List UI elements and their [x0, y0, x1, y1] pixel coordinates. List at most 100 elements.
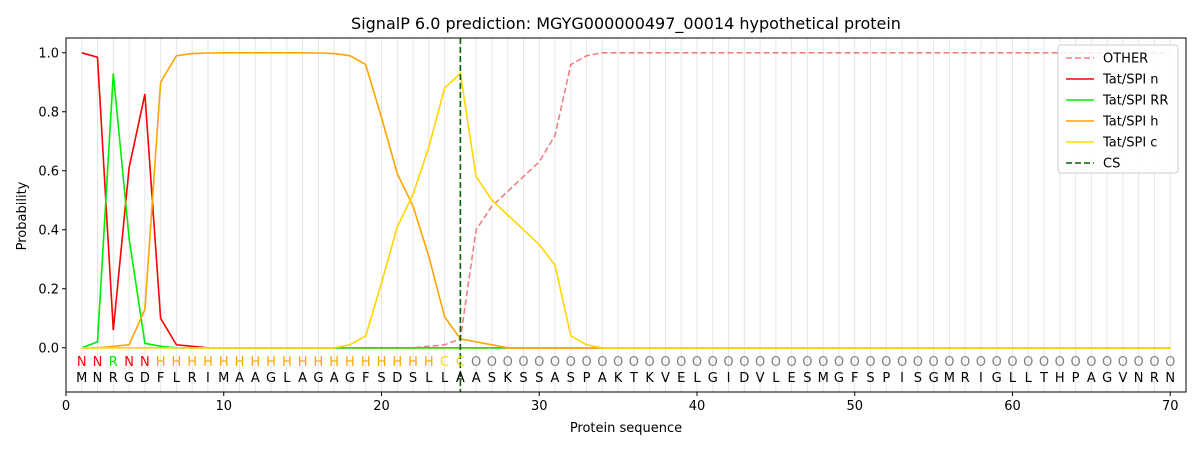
predicted-label: O [566, 355, 576, 370]
sequence-residue: R [188, 371, 197, 386]
y-tick-label: 0.6 [38, 164, 59, 179]
legend-entry-label: OTHER [1103, 52, 1148, 67]
sequence-residue: G [708, 371, 718, 386]
sequence-residue: E [788, 371, 796, 386]
predicted-label: O [897, 355, 907, 370]
y-tick-label: 0.8 [38, 105, 59, 120]
predicted-label: H [187, 355, 197, 370]
predicted-label: O [1165, 355, 1175, 370]
predicted-label: O [802, 355, 812, 370]
x-tick-label: 0 [62, 399, 70, 414]
predicted-label: O [550, 355, 560, 370]
predicted-label: O [960, 355, 970, 370]
sequence-residue: S [914, 371, 922, 386]
predicted-label: O [787, 355, 797, 370]
predicted-label: O [850, 355, 860, 370]
predicted-label: O [487, 355, 497, 370]
predicted-label: O [1055, 355, 1065, 370]
x-tick-label: 60 [1004, 399, 1021, 414]
x-tick-label: 10 [215, 399, 232, 414]
x-tick-label: 20 [373, 399, 390, 414]
legend-box [1057, 44, 1179, 174]
sequence-residue: L [693, 371, 701, 386]
predicted-label: O [771, 355, 781, 370]
sequence-residue: P [882, 371, 890, 386]
predicted-label: H [314, 355, 324, 370]
sequence-residue: L [173, 371, 181, 386]
sequence-residue: A [235, 371, 244, 386]
y-tick-label: 0.2 [38, 282, 59, 297]
predicted-label: O [676, 355, 686, 370]
predicted-label: H [424, 355, 434, 370]
x-tick-label: 70 [1162, 399, 1179, 414]
sequence-residue: N [93, 371, 103, 386]
sequence-residue: G [992, 371, 1002, 386]
predicted-label: O [518, 355, 528, 370]
predicted-label: H [282, 355, 292, 370]
predicted-label: O [1023, 355, 1033, 370]
sequence-residue: L [1009, 371, 1017, 386]
predicted-label: O [944, 355, 954, 370]
predicted-label: H [392, 355, 402, 370]
sequence-residue: D [140, 371, 150, 386]
y-tick-label: 0.4 [38, 223, 59, 238]
predicted-label: O [881, 355, 891, 370]
predicted-label: O [534, 355, 544, 370]
sequence-residue: M [818, 371, 829, 386]
predicted-label: H [377, 355, 387, 370]
series-line-tat-spi-c [81, 71, 1171, 349]
predicted-label: H [203, 355, 213, 370]
sequence-residue: N [1134, 371, 1144, 386]
predicted-label: O [1134, 355, 1144, 370]
predicted-label: C [456, 355, 465, 370]
sequence-residue: F [851, 371, 858, 386]
sequence-residue: L [441, 371, 449, 386]
sequence-residue: G [345, 371, 355, 386]
sequence-residue: V [661, 371, 670, 386]
predicted-label: O [1118, 355, 1128, 370]
legend-entry-label: CS [1103, 157, 1120, 172]
sequence-residue: A [598, 371, 607, 386]
sequence-residue: N [1165, 371, 1175, 386]
sequence-residue: L [772, 371, 780, 386]
sequence-residue: I [900, 371, 904, 386]
plot-frame [65, 37, 1187, 393]
legend-entry-label: Tat/SPI h [1102, 115, 1159, 130]
sequence-residue: M [76, 371, 87, 386]
predicted-label: O [739, 355, 749, 370]
chart-title: SignalP 6.0 prediction: MGYG000000497_00… [351, 14, 901, 34]
legend-entry-label: Tat/SPI n [1102, 73, 1159, 88]
sequence-labels: NMNNRRNGNDHFHLHRHIHMHAHAHGHLHAHGHAHGHFHS… [76, 355, 1175, 386]
x-tick-label: 50 [846, 399, 863, 414]
sequence-residue: F [157, 371, 164, 386]
predicted-label: H [172, 355, 182, 370]
series-layer [81, 38, 1171, 392]
predicted-label: O [660, 355, 670, 370]
predicted-label: R [109, 355, 118, 370]
predicted-label: O [708, 355, 718, 370]
sequence-residue: M [944, 371, 955, 386]
sequence-residue: H [1055, 371, 1065, 386]
sequence-residue: A [551, 371, 560, 386]
x-axis-label: Protein sequence [570, 421, 682, 436]
predicted-label: N [77, 355, 87, 370]
legend: OTHER Tat/SPI n Tat/SPI RR Tat/SPI h Tat/SPI… [1057, 44, 1179, 174]
sequence-residue: S [488, 371, 496, 386]
sequence-residue: S [803, 371, 811, 386]
predicted-label: H [298, 355, 308, 370]
predicted-label: H [250, 355, 260, 370]
sequence-residue: S [377, 371, 385, 386]
predicted-label: O [1039, 355, 1049, 370]
predicted-label: O [928, 355, 938, 370]
predicted-label: O [692, 355, 702, 370]
sequence-residue: A [251, 371, 260, 386]
predicted-label: O [471, 355, 481, 370]
sequence-residue: R [961, 371, 970, 386]
predicted-label: O [1149, 355, 1159, 370]
sequence-residue: S [866, 371, 874, 386]
predicted-label: H [361, 355, 371, 370]
predicted-label: O [629, 355, 639, 370]
predicted-label: N [124, 355, 134, 370]
sequence-residue: M [218, 371, 229, 386]
predicted-label: O [976, 355, 986, 370]
